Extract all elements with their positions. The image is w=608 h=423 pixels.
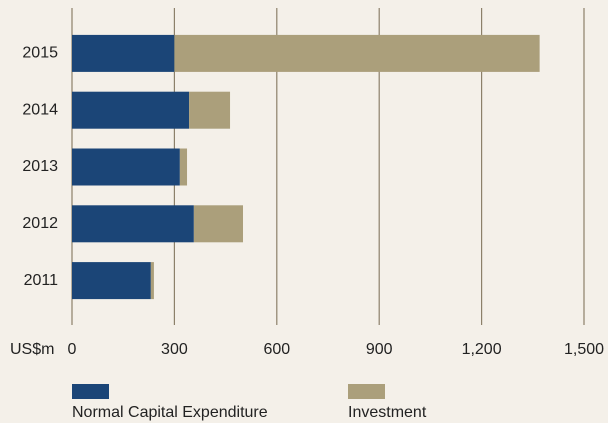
y-tick-label: 2013 (22, 158, 58, 175)
x-axis-label: US$m (10, 341, 54, 358)
bar-segment (193, 205, 244, 243)
bar-segment (72, 205, 194, 243)
bar-segment (72, 34, 175, 72)
y-tick-label: 2012 (22, 215, 58, 232)
y-tick-label: 2011 (24, 272, 59, 289)
y-tick-label: 2015 (22, 45, 58, 62)
x-tick-label: 600 (263, 341, 290, 358)
bar-segment (150, 262, 154, 300)
legend-label: Normal Capital Expenditure (72, 404, 268, 421)
bar-segment (72, 91, 190, 129)
x-tick-label: 1,200 (462, 341, 502, 358)
x-tick-label: 300 (161, 341, 188, 358)
legend-label: Investment (348, 404, 427, 421)
bar-segment (72, 262, 151, 300)
x-tick-label: 900 (366, 341, 393, 358)
x-tick-label: 1,500 (564, 341, 604, 358)
bar-segment (174, 34, 540, 72)
bar-segment (179, 148, 188, 186)
legend-swatch (72, 384, 109, 399)
y-tick-label: 2014 (22, 101, 58, 118)
legend-swatch (348, 384, 385, 399)
bar-segment (189, 91, 231, 129)
x-tick-label: 0 (68, 341, 77, 358)
bar-segment (72, 148, 180, 186)
